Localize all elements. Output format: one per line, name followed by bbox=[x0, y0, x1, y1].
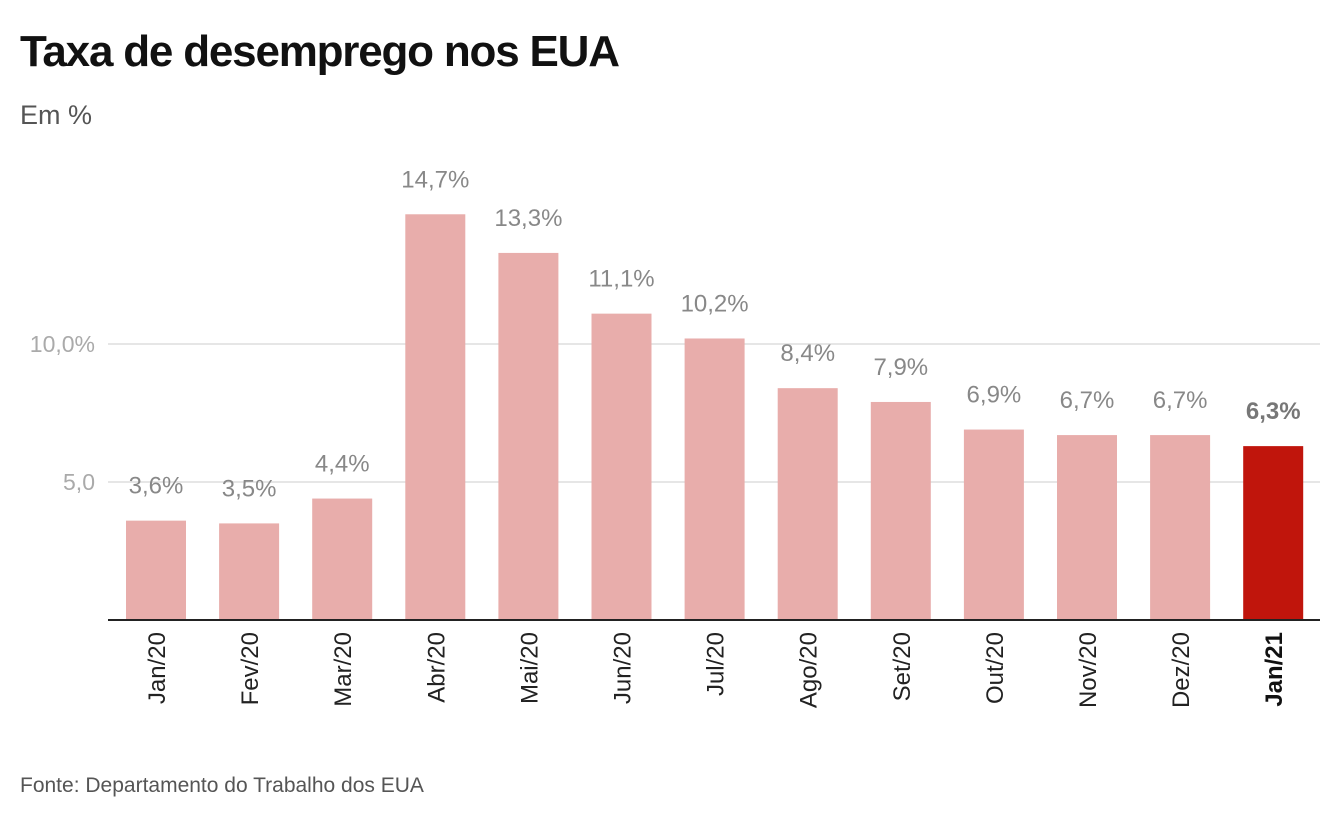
x-tick-label: Out/20 bbox=[982, 632, 1009, 704]
x-tick-label: Fev/20 bbox=[237, 632, 264, 705]
x-tick-label: Jan/21 bbox=[1261, 632, 1288, 707]
x-tick-label: Mar/20 bbox=[330, 632, 357, 707]
chart-title: Taxa de desemprego nos EUA bbox=[20, 27, 620, 76]
bar bbox=[405, 214, 466, 620]
bar bbox=[312, 498, 373, 620]
x-tick-label: Abr/20 bbox=[423, 632, 450, 703]
x-tick-label: Jan/20 bbox=[144, 632, 171, 704]
bar bbox=[963, 429, 1024, 620]
grid-lines: 5,0 10,0% bbox=[30, 331, 1320, 495]
value-label: 3,6% bbox=[129, 473, 184, 500]
chart-subtitle: Em % bbox=[20, 100, 93, 130]
x-tick-label: Ago/20 bbox=[796, 632, 823, 708]
value-label: 6,7% bbox=[1153, 387, 1208, 414]
x-tick-label: Jun/20 bbox=[610, 632, 637, 704]
value-label: 10,2% bbox=[681, 290, 749, 317]
value-label: 13,3% bbox=[494, 205, 562, 232]
source-note: Fonte: Departamento do Trabalho dos EUA bbox=[20, 774, 424, 797]
bar bbox=[591, 313, 652, 620]
value-labels: 3,6% 3,5% 4,4% 14,7% 13,3% 11,1% 10,2% 8,4% 7,9%… bbox=[129, 166, 1301, 502]
value-label: 8,4% bbox=[780, 340, 835, 367]
bar bbox=[870, 401, 931, 620]
bar-chart: 5,0 10,0% 3,6% 3,5% 4,4% 14,7% 13,3% 11,1% 10,2… bbox=[30, 166, 1320, 708]
x-tick-label: Set/20 bbox=[889, 632, 916, 701]
y-tick-label: 5,0 bbox=[63, 469, 95, 495]
bar bbox=[1243, 446, 1304, 620]
bar bbox=[1057, 435, 1117, 620]
x-tick-label: Nov/20 bbox=[1075, 632, 1102, 708]
value-label: 6,9% bbox=[967, 382, 1022, 409]
bars bbox=[126, 214, 1304, 621]
value-label: 4,4% bbox=[315, 451, 370, 478]
value-label: 14,7% bbox=[401, 166, 469, 193]
bar bbox=[1150, 435, 1211, 620]
x-axis: Jan/20 Fev/20 Mar/20 Abr/20 Mai/20 Jun/20 Jul/… bbox=[108, 619, 1320, 708]
value-label: 7,9% bbox=[873, 354, 928, 381]
bar bbox=[219, 523, 280, 620]
x-tick-label: Mai/20 bbox=[516, 632, 543, 704]
bar bbox=[777, 388, 838, 620]
bar bbox=[684, 338, 745, 620]
bar bbox=[498, 252, 559, 621]
value-label: 6,3% bbox=[1246, 398, 1301, 425]
value-label: 3,5% bbox=[222, 475, 277, 502]
value-label: 11,1% bbox=[588, 266, 654, 293]
value-label: 6,7% bbox=[1060, 387, 1115, 414]
x-tick-label: Jul/20 bbox=[703, 632, 730, 696]
y-tick-label: 10,0% bbox=[30, 331, 95, 357]
x-tick-label: Dez/20 bbox=[1168, 632, 1195, 708]
bar bbox=[126, 520, 186, 620]
